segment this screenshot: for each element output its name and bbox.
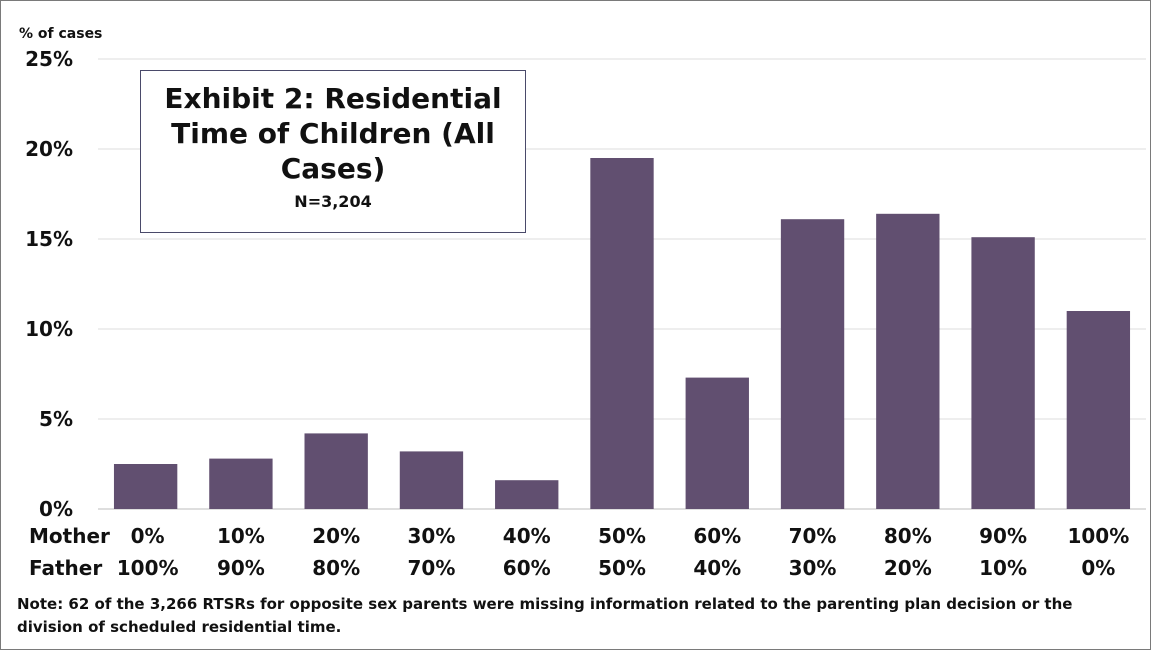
x-tick-label: 80% [312,556,360,580]
y-tick-label: 5% [39,407,73,431]
x-tick-label: 30% [789,556,837,580]
bar [495,480,559,509]
y-tick-label: 0% [39,497,73,521]
bar [780,219,845,509]
x-axis-category-rows: Mother 0% 10% 20% 30% 40% 50% 60% 70% 80% 90% 100% F… [29,524,1129,580]
y-axis-ticks: 0% 5% 10% 15% 20% 25% [25,47,73,521]
bar [209,458,273,509]
y-tick-label: 25% [25,47,73,71]
bar [590,158,654,509]
x-tick-label: 40% [503,524,551,548]
x-tick-label: 80% [884,524,932,548]
x-tick-label: 70% [408,556,456,580]
x-tick-label: 0% [131,524,165,548]
category-row-label: Mother [29,524,110,548]
x-tick-label: 20% [312,524,360,548]
footnote: Note: 62 of the 3,266 RTSRs for opposite… [17,595,1073,636]
bar [113,464,178,509]
bar [399,451,464,509]
x-tick-label: 50% [598,524,646,548]
x-tick-label: 90% [217,556,265,580]
x-tick-label: 40% [693,556,741,580]
bar [971,237,1035,509]
x-tick-label: 60% [503,556,551,580]
x-tick-label: 70% [789,524,837,548]
bar [685,377,749,509]
x-tick-label: 10% [217,524,265,548]
x-tick-label: 100% [1067,524,1129,548]
x-tick-label: 90% [979,524,1027,548]
x-tick-label: 0% [1081,556,1115,580]
x-tick-label: 100% [117,556,179,580]
y-tick-label: 20% [25,137,73,161]
chart-title: Exhibit 2: Residential Time of Children … [164,82,502,185]
bar [304,433,368,509]
bar [1066,311,1131,509]
x-tick-label: 50% [598,556,646,580]
bars [113,158,1131,510]
bar [876,213,940,510]
x-tick-label: 30% [408,524,456,548]
category-row-label: Father [29,556,102,580]
x-tick-label: 20% [884,556,932,580]
chart-subtitle: N=3,204 [294,192,372,211]
y-axis-label: % of cases [19,26,102,42]
x-tick-label: 10% [979,556,1027,580]
y-tick-label: 15% [25,227,73,251]
y-tick-label: 10% [25,317,73,341]
x-tick-label: 60% [693,524,741,548]
chart-title-box: Exhibit 2: Residential Time of Children … [140,70,526,233]
